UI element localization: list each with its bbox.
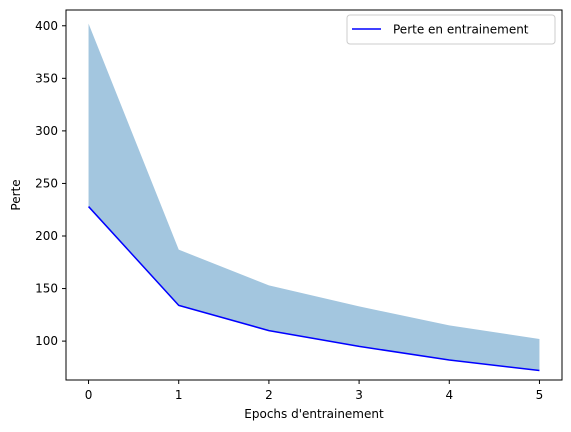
y-tick-label: 300 bbox=[35, 124, 58, 138]
x-axis-label: Epochs d'entrainement bbox=[244, 407, 384, 421]
y-tick-label: 200 bbox=[35, 229, 58, 243]
legend-label: Perte en entrainement bbox=[393, 23, 529, 37]
legend: Perte en entrainement bbox=[346, 14, 556, 45]
x-tick-label: 4 bbox=[445, 388, 453, 402]
confidence-band bbox=[88, 23, 540, 371]
x-tick-label: 1 bbox=[175, 388, 183, 402]
y-axis-ticks: 100 150 200 250 300 350 400 bbox=[35, 19, 66, 348]
y-tick-label: 350 bbox=[35, 71, 58, 85]
plot-frame bbox=[65, 9, 563, 381]
x-tick-label: 0 bbox=[85, 388, 93, 402]
series-line-0 bbox=[87, 206, 540, 372]
y-tick-label: 250 bbox=[35, 176, 58, 190]
legend-box bbox=[346, 14, 556, 45]
y-axis-label: Perte bbox=[9, 179, 23, 210]
x-tick-label: 2 bbox=[265, 388, 273, 402]
x-tick-label: 5 bbox=[536, 388, 544, 402]
y-tick-label: 100 bbox=[35, 334, 58, 348]
y-tick-label: 400 bbox=[35, 19, 58, 33]
x-tick-label: 3 bbox=[355, 388, 363, 402]
x-axis-ticks: 0 1 2 3 4 5 bbox=[85, 380, 544, 402]
plot-area bbox=[87, 23, 540, 372]
y-tick-label: 150 bbox=[35, 282, 58, 296]
